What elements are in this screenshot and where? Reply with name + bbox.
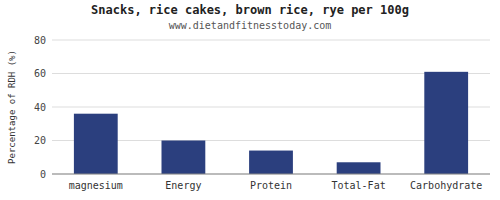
x-axis-line bbox=[52, 174, 490, 175]
chart: Snacks, rice cakes, brown rice, rye per … bbox=[0, 0, 500, 200]
x-tick-label: Energy bbox=[165, 180, 201, 191]
bar bbox=[337, 162, 381, 174]
subtitle: www.dietandfitnesstoday.com bbox=[169, 20, 332, 31]
x-tick-label: Total-Fat bbox=[332, 180, 386, 191]
y-tick-label: 20 bbox=[34, 135, 46, 146]
bar bbox=[74, 114, 118, 174]
bar bbox=[249, 151, 293, 174]
bar bbox=[424, 72, 468, 174]
x-tick-label: Carbohydrate bbox=[410, 180, 482, 191]
grid-line bbox=[52, 174, 490, 175]
x-tick-label: magnesium bbox=[69, 180, 123, 191]
title: Snacks, rice cakes, brown rice, rye per … bbox=[91, 3, 409, 17]
chart-container: Snacks, rice cakes, brown rice, rye per … bbox=[0, 0, 500, 200]
grid bbox=[52, 40, 490, 174]
bar bbox=[162, 141, 206, 175]
y-tick-label: 0 bbox=[40, 169, 46, 180]
grid-line bbox=[52, 40, 490, 41]
y-tick-label: 60 bbox=[34, 68, 46, 79]
x-tick-label: Protein bbox=[250, 180, 292, 191]
bars bbox=[74, 72, 468, 174]
y-tick-label: 80 bbox=[34, 35, 46, 46]
y-axis-label: Percentage of RDH (%) bbox=[7, 50, 17, 164]
y-tick-label: 40 bbox=[34, 102, 46, 113]
